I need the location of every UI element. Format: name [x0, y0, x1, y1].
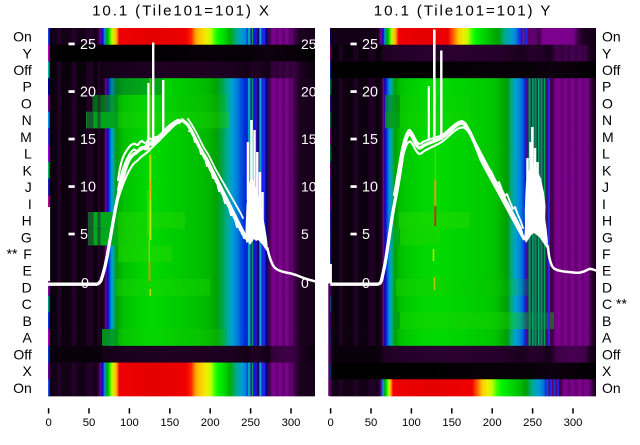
- svg-text:B: B: [602, 313, 611, 329]
- svg-text:E: E: [22, 263, 31, 279]
- svg-text:C: C: [22, 296, 32, 312]
- svg-text:200: 200: [483, 417, 502, 429]
- svg-text:25: 25: [80, 37, 96, 53]
- svg-text:A: A: [602, 330, 612, 346]
- svg-text:N: N: [22, 112, 32, 128]
- svg-text:D: D: [602, 280, 612, 296]
- svg-text:D: D: [22, 280, 32, 296]
- svg-text:H: H: [602, 213, 612, 229]
- svg-text:P: P: [22, 79, 31, 95]
- svg-text:C: C: [602, 296, 612, 312]
- svg-text:On: On: [13, 29, 32, 45]
- svg-text:50: 50: [365, 417, 378, 429]
- svg-text:L: L: [602, 146, 610, 162]
- svg-text:X: X: [602, 363, 612, 379]
- svg-text:K: K: [602, 162, 612, 178]
- svg-text:0: 0: [45, 417, 51, 429]
- svg-text:10.1 (Tile101=101) Y: 10.1 (Tile101=101) Y: [374, 3, 552, 20]
- svg-text:Off: Off: [602, 62, 621, 78]
- svg-text:300: 300: [282, 417, 301, 429]
- svg-text:F: F: [602, 246, 611, 262]
- svg-text:A: A: [22, 330, 32, 346]
- svg-text:5: 5: [301, 226, 309, 242]
- svg-text:15: 15: [362, 132, 378, 148]
- svg-text:**: **: [7, 246, 18, 262]
- svg-text:Y: Y: [602, 45, 612, 61]
- svg-text:H: H: [22, 213, 32, 229]
- svg-text:K: K: [22, 162, 32, 178]
- svg-text:0: 0: [81, 276, 89, 292]
- svg-text:0: 0: [362, 276, 370, 292]
- svg-text:10: 10: [80, 179, 96, 195]
- svg-text:250: 250: [523, 417, 542, 429]
- svg-text:G: G: [21, 229, 32, 245]
- svg-text:20: 20: [362, 84, 378, 100]
- svg-text:N: N: [602, 112, 612, 128]
- svg-text:F: F: [23, 246, 32, 262]
- svg-text:**: **: [616, 296, 627, 312]
- svg-text:I: I: [28, 196, 32, 212]
- svg-text:L: L: [24, 146, 32, 162]
- svg-text:50: 50: [83, 417, 96, 429]
- svg-text:I: I: [602, 196, 606, 212]
- svg-text:Off: Off: [602, 346, 621, 362]
- svg-text:250: 250: [241, 417, 260, 429]
- svg-text:100: 100: [120, 417, 139, 429]
- svg-text:15: 15: [80, 132, 96, 148]
- svg-text:Y: Y: [22, 45, 32, 61]
- svg-text:10: 10: [301, 178, 317, 194]
- svg-text:J: J: [602, 179, 609, 195]
- svg-text:100: 100: [402, 417, 421, 429]
- svg-text:O: O: [602, 96, 613, 112]
- svg-text:O: O: [21, 96, 32, 112]
- svg-text:M: M: [20, 129, 32, 145]
- svg-text:25: 25: [362, 37, 378, 53]
- svg-text:On: On: [602, 29, 621, 45]
- svg-text:E: E: [602, 263, 611, 279]
- svg-text:20: 20: [301, 83, 317, 99]
- svg-text:15: 15: [301, 131, 317, 147]
- svg-text:Off: Off: [13, 62, 32, 78]
- svg-text:0: 0: [301, 275, 309, 291]
- svg-text:M: M: [602, 129, 614, 145]
- svg-text:5: 5: [362, 227, 370, 243]
- svg-text:20: 20: [80, 84, 96, 100]
- svg-text:25: 25: [301, 36, 317, 52]
- svg-text:150: 150: [442, 417, 461, 429]
- svg-text:On: On: [13, 380, 32, 396]
- svg-text:300: 300: [564, 417, 583, 429]
- svg-text:B: B: [22, 313, 31, 329]
- svg-text:5: 5: [80, 227, 88, 243]
- svg-text:G: G: [602, 229, 613, 245]
- svg-text:X: X: [22, 363, 32, 379]
- svg-text:On: On: [602, 380, 621, 396]
- svg-text:10: 10: [362, 179, 378, 195]
- svg-text:P: P: [602, 79, 611, 95]
- svg-text:10.1 (Tile101=101) X: 10.1 (Tile101=101) X: [92, 3, 271, 20]
- svg-text:150: 150: [160, 417, 179, 429]
- svg-text:200: 200: [201, 417, 220, 429]
- svg-text:J: J: [25, 179, 32, 195]
- svg-text:0: 0: [327, 417, 333, 429]
- svg-text:Off: Off: [13, 346, 32, 362]
